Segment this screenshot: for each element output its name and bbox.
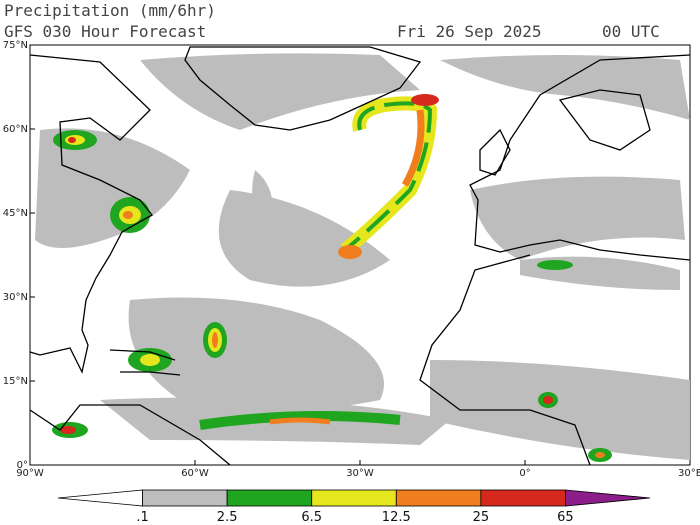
precip-heavy bbox=[52, 94, 612, 462]
lat-label: 75°N bbox=[3, 40, 28, 51]
colorbar: .1 2.5 6.5 12.5 25 65 bbox=[57, 489, 651, 525]
colorbar-segment bbox=[142, 489, 228, 507]
title: Precipitation (mm/6hr) bbox=[4, 1, 216, 20]
colorbar-label: 12.5 bbox=[382, 510, 411, 525]
lat-label: 60°N bbox=[3, 124, 28, 135]
lat-label: 45°N bbox=[3, 208, 28, 219]
lon-label: 90°W bbox=[16, 468, 44, 479]
colorbar-label: .1 bbox=[136, 510, 148, 525]
colorbar-segment bbox=[480, 489, 566, 507]
model-run: GFS 030 Hour Forecast bbox=[4, 22, 206, 41]
colorbar-segment bbox=[395, 489, 482, 507]
colorbar-segment bbox=[565, 489, 651, 507]
coastlines bbox=[29, 46, 691, 466]
colorbar-segment bbox=[226, 489, 313, 507]
valid-time: 00 UTC bbox=[602, 22, 660, 41]
map bbox=[29, 44, 691, 466]
colorbar-segment bbox=[311, 489, 397, 507]
colorbar-label: 2.5 bbox=[217, 510, 238, 525]
colorbar-label: 65 bbox=[557, 510, 574, 525]
lon-label: 30°E bbox=[678, 468, 700, 479]
colorbar-segment bbox=[57, 489, 143, 507]
lat-label: 0° bbox=[17, 460, 28, 471]
colorbar-label: 6.5 bbox=[301, 510, 322, 525]
valid-date: Fri 26 Sep 2025 bbox=[397, 22, 542, 41]
colorbar-label: 25 bbox=[473, 510, 490, 525]
lat-label: 30°N bbox=[3, 292, 28, 303]
lon-label: 0° bbox=[519, 468, 530, 479]
lon-label: 30°W bbox=[346, 468, 374, 479]
lat-label: 15°N bbox=[3, 376, 28, 387]
lon-label: 60°W bbox=[181, 468, 209, 479]
